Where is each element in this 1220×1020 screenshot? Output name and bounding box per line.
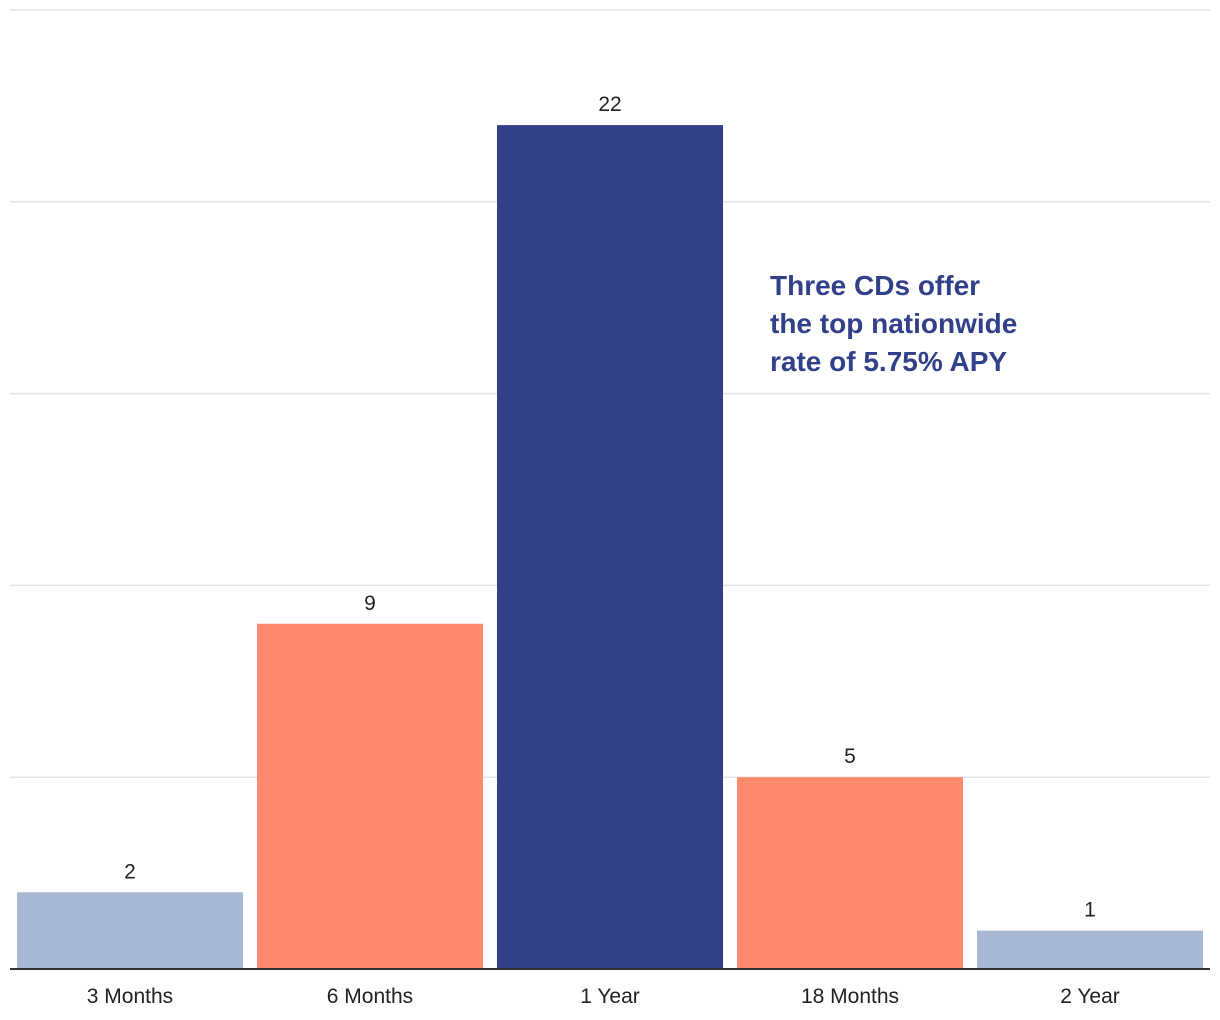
category-labels: 3 Months 6 Months 1 Year 18 Months 2 Year [87,985,1120,1008]
annotation-line-3: rate of 5.75% APY [770,346,1007,377]
value-label-18-months: 5 [844,745,856,768]
value-label-2-year: 1 [1084,899,1096,922]
annotation-line-2: the top nationwide [770,308,1017,339]
value-labels: 2 9 22 5 1 [124,93,1096,922]
bar-2-year [977,930,1203,969]
value-label-1-year: 22 [598,93,621,116]
category-label-6-months: 6 Months [327,985,413,1008]
bar-18-months [737,777,963,969]
category-label-18-months: 18 Months [801,985,899,1008]
category-label-1-year: 1 Year [580,985,640,1008]
category-label-2-year: 2 Year [1060,985,1120,1008]
annotation-text: Three CDs offer the top nationwide rate … [770,270,1025,377]
value-label-3-months: 2 [124,860,136,883]
bar-6-months [257,623,483,969]
category-label-3-months: 3 Months [87,985,173,1008]
bar-1-year [497,125,723,969]
value-label-6-months: 9 [364,592,376,615]
bars [17,125,1203,969]
annotation-line-1: Three CDs offer [770,270,980,301]
bar-3-months [17,892,243,969]
